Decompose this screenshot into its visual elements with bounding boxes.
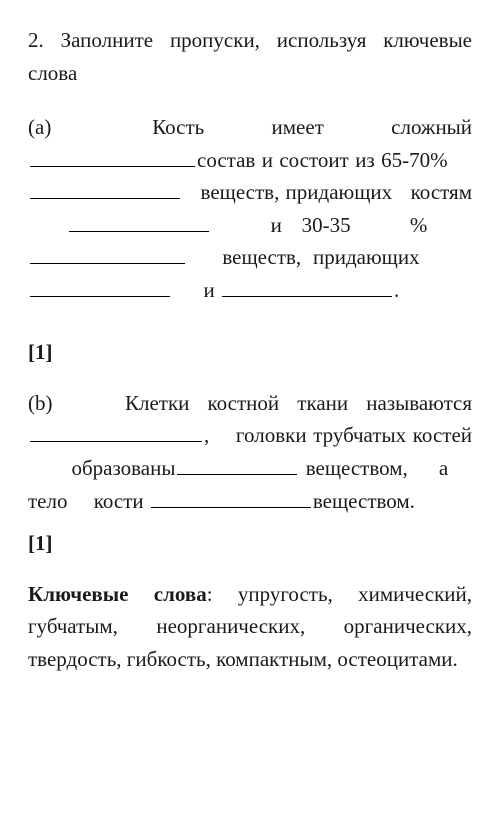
exercise-heading: 2. Заполните пропуски, используя ключевы… [28, 24, 472, 89]
part-b-text: веществом, [306, 456, 408, 480]
part-a-text: придающих [286, 180, 393, 204]
part-a-text: и [204, 278, 215, 302]
part-a-text: веществ, [201, 180, 280, 204]
part-b-text: головки трубчатых [236, 423, 406, 447]
part-a-mark: [1] [28, 336, 472, 369]
part-b-mark: [1] [28, 527, 472, 560]
part-a-text: сложный [391, 115, 472, 139]
part-a-text: . [394, 278, 399, 302]
part-b-text: тело [28, 489, 67, 513]
part-b-text: , [204, 423, 209, 447]
blank-field[interactable] [69, 210, 209, 232]
blank-field[interactable] [30, 177, 180, 199]
part-b-paragraph: (b) Клетки костной ткани называются , го… [28, 387, 472, 517]
part-a-text: придающих [313, 245, 420, 269]
part-b-text: Клетки костной ткани называются [125, 391, 472, 415]
blank-field[interactable] [151, 486, 311, 508]
part-a-text: веществ, [222, 245, 301, 269]
part-a-text: Кость [152, 115, 204, 139]
part-a-text: % [410, 213, 428, 237]
part-a-paragraph: (a) Кость имеет сложный состав и состоит… [28, 111, 472, 306]
exercise-instruction: Заполните пропуски, используя ключевые с… [28, 28, 472, 85]
keywords-paragraph: Ключевые слова: упругость, химический, г… [28, 578, 472, 676]
part-a-text: 65-70% [381, 148, 448, 172]
part-a-label: (a) [28, 115, 51, 139]
part-a-text: имеет [272, 115, 324, 139]
blank-field[interactable] [30, 275, 170, 297]
part-a-text: 30-35 [302, 213, 351, 237]
blank-field[interactable] [177, 453, 297, 475]
part-b-text: образованы [71, 456, 175, 480]
part-b-text: костей [413, 423, 472, 447]
part-b-text: а [439, 456, 448, 480]
keywords-label: Ключевые слова [28, 582, 207, 606]
blank-field[interactable] [30, 242, 185, 264]
exercise-number: 2. [28, 28, 44, 52]
blank-field[interactable] [222, 275, 392, 297]
part-b-text: кости [94, 489, 144, 513]
part-b-text: веществом. [313, 489, 415, 513]
blank-field[interactable] [30, 420, 202, 442]
part-b-label: (b) [28, 391, 53, 415]
part-a-text: состав и состоит из [197, 148, 375, 172]
part-a-text: и [271, 213, 282, 237]
part-a-text: костям [411, 180, 472, 204]
blank-field[interactable] [30, 145, 195, 167]
